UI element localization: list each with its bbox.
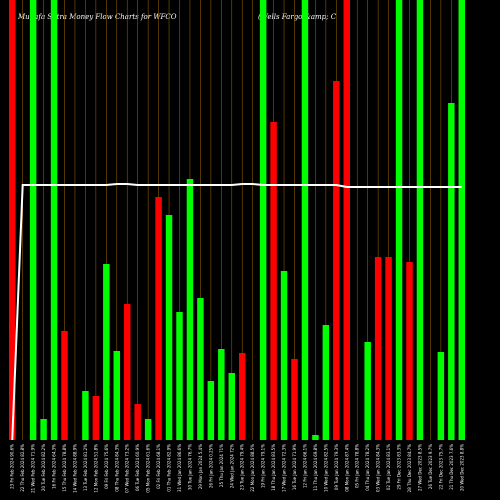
bar	[259, 0, 267, 440]
x-tick-label: 18 Thu Jan 2024 83.5%	[271, 444, 276, 491]
x-tick-label: 04 Thu Jan 2024 78.2%	[365, 444, 370, 491]
x-tick-label: 11 Thu Jan 2024 69.8%	[313, 444, 318, 491]
x-tick-label: 22 Fri Dec 2023 75.7%	[438, 444, 443, 490]
bar	[406, 262, 413, 440]
bar	[61, 331, 68, 440]
x-tick-label: 02 Tue Jan 2024 83.1%	[386, 444, 391, 490]
chart-title-right: (Wells Fargo &amp; C	[258, 13, 337, 21]
x-tick-label: 27 Wed Dec 2023 8.5%	[417, 444, 422, 491]
bar	[8, 0, 16, 440]
x-tick-label: 10 Wed Jan 2024 82.5%	[323, 444, 328, 492]
x-tick-label: 09 Tue Jan 2024 79.3%	[334, 444, 339, 490]
bar	[270, 122, 277, 440]
x-tick-label: 06 Tue Feb 2024 60.9%	[135, 444, 140, 491]
x-tick-label: 08 Thu Feb 2024 84.3%	[114, 444, 119, 492]
bar	[103, 264, 110, 440]
x-tick-label: 24 Wed Jan 2024 72%	[229, 444, 234, 488]
bar	[238, 353, 246, 440]
x-tick-label: 20 Wed Dec 2023 8.8%	[459, 444, 464, 491]
bar	[186, 179, 194, 440]
bar	[280, 271, 288, 440]
x-tick-label: 17 Wed Jan 2024 72.3%	[282, 444, 287, 492]
bar	[333, 81, 340, 440]
bar	[374, 257, 382, 440]
x-tick-label: 15 Thu Feb 2024 78.8%	[62, 444, 67, 492]
x-tick-label: 07 Wed Feb 2024 73.2%	[125, 444, 130, 493]
bar	[385, 257, 392, 440]
x-tick-label: 26 Tue Dec 2023 9.7%	[428, 444, 433, 489]
x-tick-label: 05 Mon Feb 2024 61.6%	[146, 444, 151, 493]
bar	[301, 0, 309, 440]
x-tick-label: 21 Wed Feb 2024 71.9%	[31, 444, 36, 493]
bar	[343, 0, 351, 440]
bar	[113, 351, 121, 440]
bar	[437, 352, 445, 440]
money-flow-line	[11, 183, 462, 441]
bar	[144, 419, 152, 440]
x-tick-label: 03 Wed Jan 2024 84.3%	[376, 444, 381, 492]
bar	[155, 197, 162, 440]
bar	[40, 419, 47, 440]
bar	[134, 404, 141, 440]
bar	[218, 349, 225, 440]
x-tick-label: 09 Fri Feb 2024 75.6%	[104, 444, 109, 489]
x-tick-label: 16 Fri Feb 2024 64.3%	[52, 444, 57, 489]
bar	[29, 0, 37, 440]
x-tick-label: 21 Thu Dec 2023 7.6%	[449, 444, 454, 490]
bar	[92, 396, 100, 440]
bar	[395, 0, 403, 440]
bar	[50, 0, 58, 440]
x-tick-label: 25 Thu Jan 2024 71%	[219, 444, 224, 487]
x-tick-label: 19 Fri Jan 2024 79.1%	[261, 444, 266, 488]
x-tick-label: 22 Mon Jan 2024 88.5%	[250, 444, 255, 492]
x-tick-label: 28 Thu Dec 2023 84.7%	[407, 444, 412, 493]
bar	[448, 103, 455, 440]
x-tick-label: 29 Mon Jan 2024 5.4%	[198, 444, 203, 489]
bar	[197, 298, 204, 440]
bar	[228, 373, 236, 440]
bar	[416, 0, 424, 440]
x-tick-label: 31 Wed Jan 2024 86.6%	[177, 444, 182, 492]
x-tick-labels: 23 Fri Feb 2024 90.6% 22 Thu Feb 2024 82.…	[10, 444, 465, 493]
x-tick-label: 16 Tue Jan 2024 71.9%	[292, 444, 297, 490]
x-tick-label: 23 Fri Feb 2024 90.6%	[10, 444, 15, 489]
x-tick-label: 12 Mon Feb 2024 51.8%	[93, 444, 98, 493]
x-tick-label: 29 Fri Dec 2023 83.3%	[397, 444, 402, 490]
x-tick-label: 08 Mon Jan 2024 87.4%	[344, 444, 349, 492]
x-tick-label: 30 Tue Jan 2024 76.7%	[187, 444, 192, 490]
bar	[207, 381, 215, 440]
x-tick-label: 05 Fri Jan 2024 78.8%	[355, 444, 360, 488]
bar	[291, 359, 298, 440]
bar	[165, 215, 173, 440]
bar	[123, 304, 131, 440]
x-tick-label: 02 Fri Feb 2024 68.1%	[156, 444, 161, 489]
chart-title-left: Munafa Sutra Money Flow Charts for WFCO	[18, 13, 177, 21]
bar	[82, 391, 89, 440]
grid-lines	[11, 0, 463, 440]
line-group	[11, 183, 462, 441]
x-tick-label: 22 Thu Feb 2024 82.8%	[20, 444, 25, 492]
bar	[176, 312, 183, 440]
bar	[312, 435, 319, 440]
x-tick-label: 26 Fri Jan 2024 0.25%	[208, 444, 213, 488]
bar	[364, 342, 371, 440]
bars-group	[8, 0, 466, 440]
x-tick-label: 14 Wed Feb 2024 88.9%	[72, 444, 77, 493]
x-tick-label: 01 Thu Feb 2024 82.9%	[167, 444, 172, 492]
x-tick-label: 20 Tue Feb 2024 82.2%	[41, 444, 46, 491]
x-tick-label: 23 Tue Jan 2024 79.4%	[240, 444, 245, 490]
x-tick-label: 13 Tue Feb 2024 81.2%	[83, 444, 88, 491]
x-tick-label: 12 Fri Jan 2024 66.1%	[302, 444, 307, 488]
bar	[458, 0, 466, 440]
bar	[322, 325, 330, 440]
